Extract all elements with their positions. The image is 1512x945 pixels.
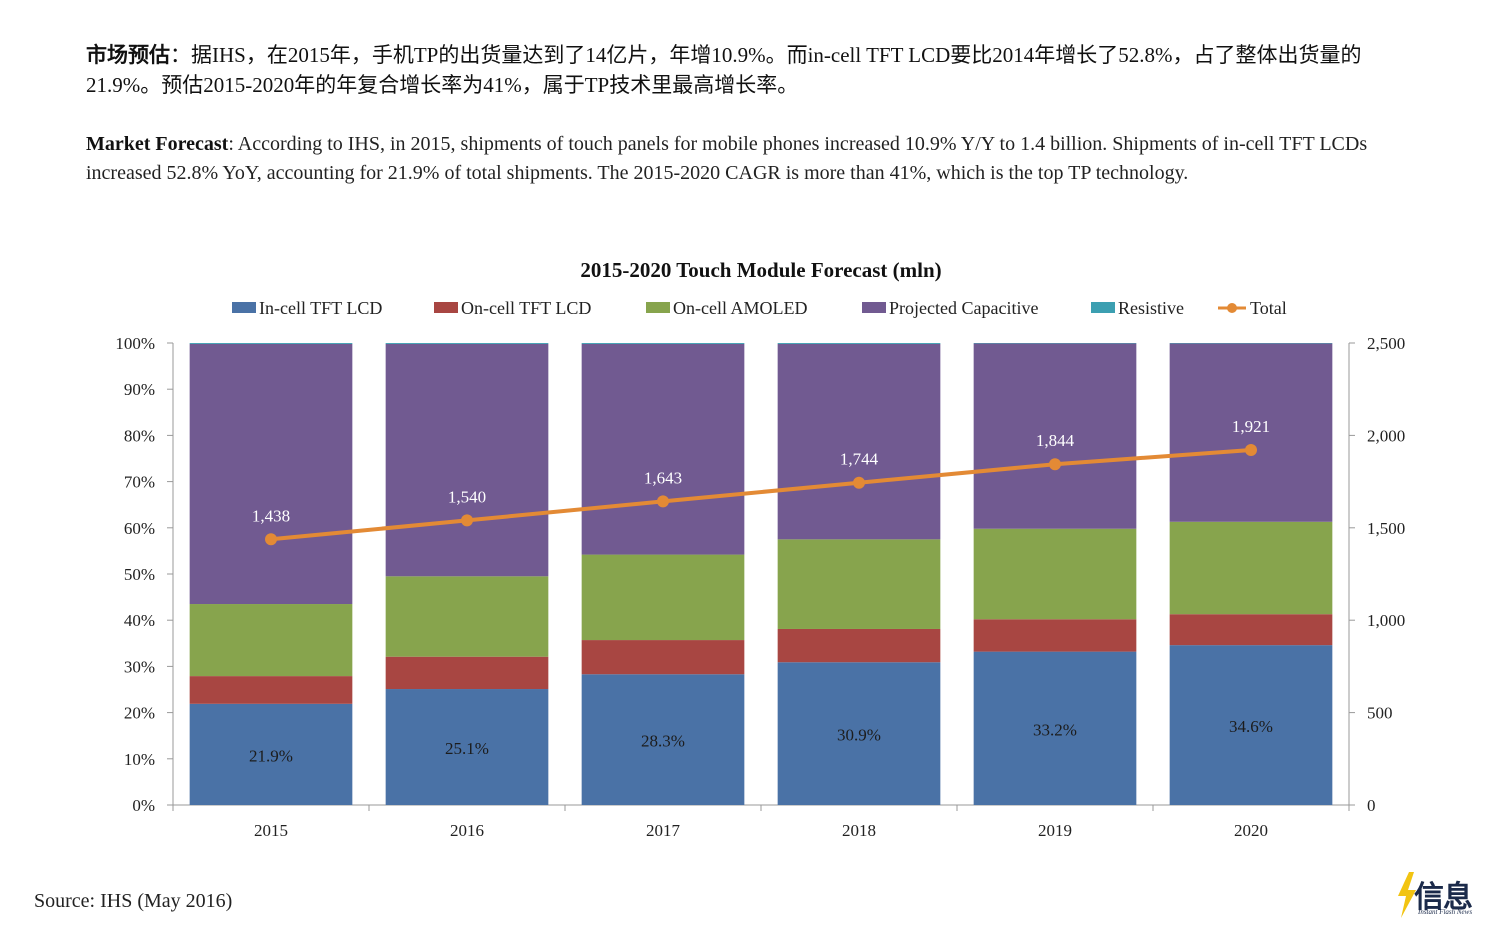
total-point: [265, 533, 277, 546]
bar-segment-on-cell-tft-lcd: [777, 628, 941, 663]
legend-swatch-4: [1091, 302, 1115, 313]
legend-marker: [1227, 303, 1237, 313]
x-tick-label: 2020: [1234, 821, 1268, 840]
right-tick-label: 2,000: [1367, 426, 1405, 445]
bar-segment-in-cell-tft-lcd: [385, 689, 549, 805]
bar-segment-resistive: [581, 343, 745, 344]
logo: 信息 Instant Flash News: [1396, 872, 1486, 922]
bar-segment-projected-capacitive: [385, 343, 549, 577]
logo-chinese-text: 信息: [1414, 880, 1473, 915]
left-tick-label: 50%: [124, 565, 155, 584]
left-tick-label: 60%: [124, 519, 155, 538]
legend-swatch-3: [862, 302, 886, 313]
bar-segment-in-cell-tft-lcd: [581, 674, 745, 805]
legend-swatch-1: [434, 302, 458, 313]
bar-segment-in-cell-tft-lcd: [1169, 645, 1333, 805]
bar-segment-projected-capacitive: [189, 343, 353, 605]
legend-swatch-0: [232, 302, 256, 313]
bar-segment-in-cell-tft-lcd: [189, 703, 353, 805]
bar-segment-on-cell-amoled: [189, 604, 353, 677]
bar-segment-on-cell-tft-lcd: [1169, 614, 1333, 646]
total-point: [853, 476, 865, 489]
legend-label-1: On-cell TFT LCD: [461, 298, 591, 318]
right-tick-label: 1,000: [1367, 611, 1405, 630]
bar-segment-on-cell-amoled: [385, 576, 549, 657]
x-tick-label: 2019: [1038, 821, 1072, 840]
intro-chinese: 市场预估：据IHS，在2015年，手机TP的出货量达到了14亿片，年增10.9%…: [86, 40, 1426, 100]
bar-segment-projected-capacitive: [973, 343, 1137, 529]
total-data-label: 1,643: [644, 468, 682, 487]
left-tick-label: 90%: [124, 380, 155, 399]
legend-label-0: In-cell TFT LCD: [259, 298, 382, 318]
x-tick-label: 2015: [254, 821, 288, 840]
left-tick-label: 30%: [124, 657, 155, 676]
bar-data-label: 21.9%: [249, 746, 293, 765]
total-point: [461, 514, 473, 527]
bar-data-label: 33.2%: [1033, 720, 1077, 739]
total-data-label: 1,921: [1232, 417, 1270, 436]
bar-segment-on-cell-tft-lcd: [581, 640, 745, 675]
bar-data-label: 34.6%: [1229, 717, 1273, 736]
bar-segment-resistive: [189, 343, 353, 344]
right-tick-label: 0: [1367, 796, 1376, 815]
left-tick-label: 100%: [115, 334, 155, 353]
bar-data-label: 25.1%: [445, 739, 489, 758]
bar-segment-resistive: [385, 343, 549, 344]
legend-label-3: Projected Capacitive: [889, 298, 1038, 318]
total-data-label: 1,438: [252, 506, 290, 525]
bar-segment-on-cell-amoled: [581, 554, 745, 641]
bar-segment-on-cell-tft-lcd: [385, 656, 549, 690]
right-tick-label: 1,500: [1367, 519, 1405, 538]
total-point: [1245, 443, 1257, 456]
legend-swatch-2: [646, 302, 670, 313]
source-note: Source: IHS (May 2016): [34, 890, 233, 912]
x-tick-label: 2017: [646, 821, 681, 840]
lightning-bolt-icon: [1398, 872, 1416, 918]
bar-segment-on-cell-amoled: [973, 528, 1137, 620]
total-data-label: 1,744: [840, 450, 879, 469]
legend-label-4: Resistive: [1118, 298, 1184, 318]
bar-data-label: 30.9%: [837, 726, 881, 745]
bar-segment-in-cell-tft-lcd: [777, 662, 941, 805]
x-tick-label: 2016: [450, 821, 484, 840]
right-tick-label: 2,500: [1367, 334, 1405, 353]
total-line: [270, 448, 1252, 542]
intro-chinese-heading: 市场预估: [86, 43, 170, 67]
total-point: [1049, 458, 1061, 471]
bar-segment-resistive: [777, 343, 941, 344]
bar-segment-projected-capacitive: [777, 343, 941, 540]
left-tick-label: 70%: [124, 473, 155, 492]
bar-segment-in-cell-tft-lcd: [973, 651, 1137, 805]
logo-english-text: Instant Flash News: [1418, 908, 1473, 916]
total-point: [657, 495, 669, 508]
total-data-label: 1,844: [1036, 431, 1075, 450]
bar-segment-projected-capacitive: [581, 343, 745, 555]
bar-segment-on-cell-tft-lcd: [189, 676, 353, 704]
left-tick-label: 0%: [132, 796, 155, 815]
bar-segment-on-cell-amoled: [777, 539, 941, 629]
legend-label-5: Total: [1250, 298, 1287, 318]
bar-data-label: 28.3%: [641, 732, 685, 751]
legend-label-2: On-cell AMOLED: [673, 298, 807, 318]
bar-segment-on-cell-tft-lcd: [973, 619, 1137, 652]
left-tick-label: 20%: [124, 704, 155, 723]
forecast-chart: 2015-2020 Touch Module Forecast (mln) In-…: [115, 258, 1405, 840]
intro-english-body: : According to IHS, in 2015, shipments o…: [86, 133, 1368, 184]
intro-english-heading: Market Forecast: [86, 133, 229, 155]
total-data-label: 1,540: [448, 487, 486, 506]
chart-title: 2015-2020 Touch Module Forecast (mln): [580, 258, 941, 282]
intro-english: Market Forecast: According to IHS, in 20…: [86, 130, 1426, 188]
bar-segment-on-cell-amoled: [1169, 521, 1333, 615]
bar-segment-projected-capacitive: [1169, 343, 1333, 522]
left-tick-label: 10%: [124, 750, 155, 769]
x-tick-label: 2018: [842, 821, 876, 840]
intro-chinese-body: ：据IHS，在2015年，手机TP的出货量达到了14亿片，年增10.9%。而in…: [86, 43, 1362, 97]
right-tick-label: 500: [1367, 704, 1393, 723]
left-tick-label: 80%: [124, 426, 155, 445]
left-tick-label: 40%: [124, 611, 155, 630]
